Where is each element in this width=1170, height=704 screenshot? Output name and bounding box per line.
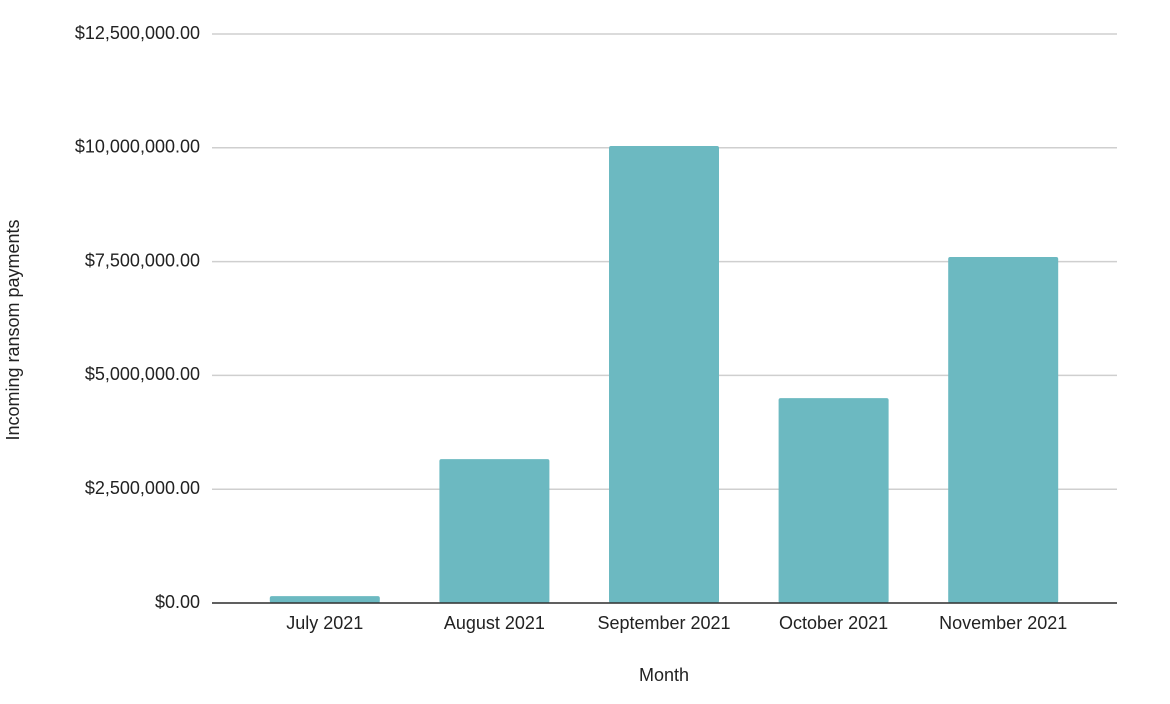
y-tick-label: $12,500,000.00 — [75, 23, 200, 43]
x-axis-label: Month — [639, 665, 689, 685]
bar — [609, 145, 719, 604]
bar — [948, 257, 1059, 603]
x-tick-label: July 2021 — [286, 613, 363, 633]
x-tick-label: September 2021 — [597, 613, 730, 633]
y-tick-label: $10,000,000.00 — [75, 137, 200, 157]
y-tick-label: $2,500,000.00 — [85, 478, 200, 498]
y-axis-label: Incoming ransom payments — [3, 219, 23, 440]
x-tick-label: November 2021 — [939, 613, 1067, 633]
y-tick-label: $5,000,000.00 — [85, 364, 200, 384]
bar — [439, 459, 550, 603]
x-tick-label: August 2021 — [444, 613, 545, 633]
bar — [269, 596, 380, 603]
bar — [778, 398, 889, 603]
y-tick-label: $0.00 — [155, 592, 200, 612]
y-tick-label: $7,500,000.00 — [85, 250, 200, 270]
x-tick-label: October 2021 — [779, 613, 888, 633]
